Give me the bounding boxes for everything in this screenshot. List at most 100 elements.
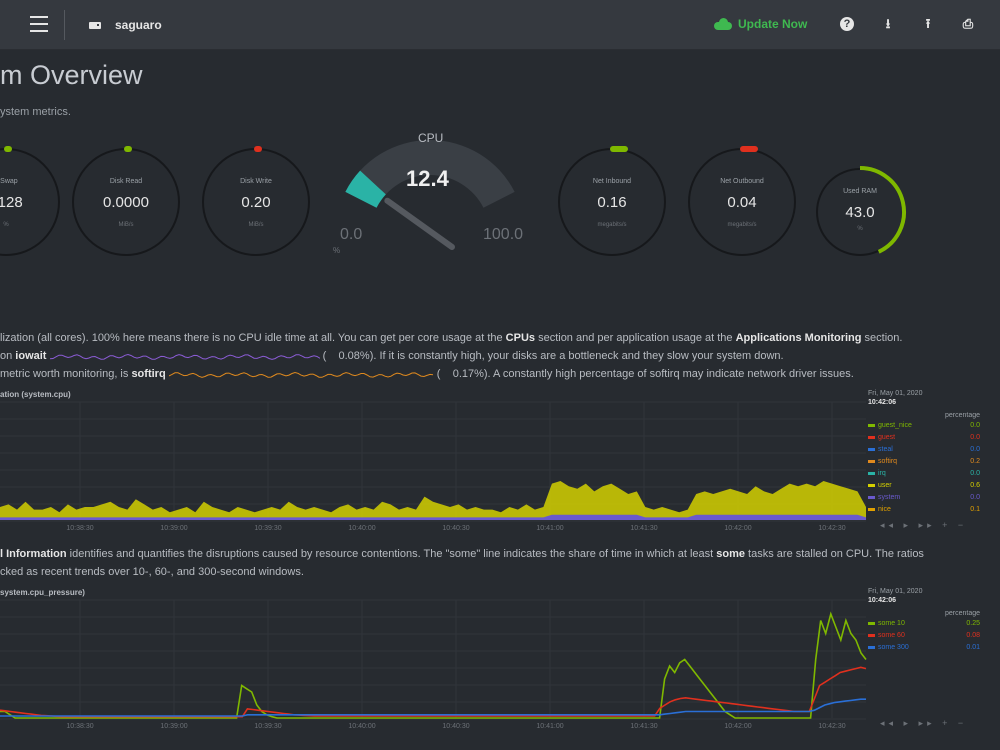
legend-date: Fri, May 01, 2020	[868, 390, 923, 397]
print-icon[interactable]: ⎙	[962, 16, 974, 31]
gauge-label: Net Inbound	[592, 178, 632, 185]
cpu-gauge-unit: %	[333, 246, 341, 255]
legend-name: some 60	[878, 631, 905, 639]
legend-item[interactable]: nice 0.1	[868, 503, 980, 515]
gauge-unit: megabits/s	[727, 222, 757, 228]
legend-name: some 300	[878, 643, 909, 651]
legend-value: 0.0	[970, 433, 980, 441]
x-tick-label: 10:39:00	[160, 723, 187, 730]
some-label: some	[716, 548, 745, 560]
gauge-value: 43.0	[845, 204, 875, 221]
legend-name: system	[878, 493, 901, 501]
pressure-chart-toolbox[interactable]: ◂◂ ▸ ▸▸ + −	[880, 718, 968, 728]
iowait-sparkline	[49, 354, 320, 361]
cpu-description-line3: metric worth monitoring, is softirq ( 0.…	[0, 368, 854, 380]
gauge-disk-write[interactable]: Disk Write 0.20 MiB/s	[202, 146, 310, 256]
series-some10-line	[0, 611, 867, 719]
legend-item[interactable]: guest_nice 0.0	[868, 419, 980, 431]
legend-swatch	[868, 507, 875, 511]
legend-units: percentage	[944, 412, 980, 419]
cpu-gauge-max: 100.0	[483, 226, 524, 243]
cpus-link[interactable]: CPUs	[505, 332, 536, 344]
series-user-area	[0, 481, 866, 520]
legend-item[interactable]: some 60 0.08	[868, 629, 980, 641]
legend-item[interactable]: some 10 0.25	[868, 617, 980, 629]
help-icon[interactable]: ?	[840, 17, 854, 31]
legend-item[interactable]: guest 0.0	[868, 431, 980, 443]
desc-text: lization (all cores). 100% here means th…	[0, 332, 506, 344]
gauge-swap[interactable]: e Swap 0128%	[0, 146, 60, 256]
x-tick-label: 10:41:30	[630, 525, 657, 532]
download-icon[interactable]: ⭳	[885, 16, 891, 31]
legend-item[interactable]: system 0.0	[868, 491, 980, 503]
page-subtitle: ystem metrics.	[0, 106, 71, 118]
gauge-label: Disk Read	[109, 178, 143, 185]
gauge-unit: %	[857, 226, 863, 232]
legend-swatch	[868, 483, 875, 487]
legend-time: 10:42:06	[868, 597, 897, 604]
legend-value: 0.1	[970, 505, 980, 513]
x-tick-label: 10:40:00	[348, 723, 375, 730]
legend-name: guest_nice	[878, 421, 912, 429]
cpu-chart-toolbox[interactable]: ◂◂ ▸ ▸▸ + −	[880, 520, 968, 530]
legend-value: 0.0	[970, 469, 980, 477]
gauge-label: Disk Write	[240, 178, 272, 185]
softirq-sparkline	[168, 372, 433, 378]
cpu-gauge[interactable]	[330, 135, 530, 255]
legend-value: 0.0	[970, 445, 980, 453]
x-tick-label: 10:39:00	[160, 525, 187, 532]
legend-value: 0.2	[970, 457, 980, 465]
iowait-label: iowait	[15, 350, 47, 362]
x-tick-label: 10:38:30	[66, 525, 93, 532]
gauge-value: 0.16	[597, 194, 627, 211]
cpu-gauge-needle	[384, 197, 455, 250]
update-now-label: Update Now	[738, 17, 808, 31]
x-tick-label: 10:42:00	[724, 723, 751, 730]
host-name[interactable]: saguaro	[115, 18, 162, 32]
x-tick-label: 10:38:30	[66, 723, 93, 730]
gauge-indicator	[254, 146, 262, 152]
legend-item[interactable]: irq 0.0	[868, 467, 980, 479]
upload-icon[interactable]: ⭱	[925, 16, 931, 31]
gauge-disk-read[interactable]: Disk Read 0.0000 MiB/s	[72, 146, 180, 256]
gauge-indicator	[4, 146, 12, 152]
pressure-chart[interactable]: 10:38:30 10:39:00 10:39:30 10:40:00 10:40:30…	[0, 598, 870, 733]
cpu-chart[interactable]: 10:38:30 10:39:00 10:39:30 10:40:00 10:40:30…	[0, 400, 870, 535]
gauge-unit: MiB/s	[248, 222, 264, 228]
x-tick-label: 10:40:00	[348, 525, 375, 532]
legend-units: percentage	[944, 610, 980, 617]
gauge-net-inbound[interactable]: Net Inbound 0.16 megabits/s	[558, 146, 666, 256]
gauge-value: 0.20	[241, 194, 271, 211]
x-tick-label: 10:41:00	[536, 525, 563, 532]
desc-text: (	[436, 368, 441, 380]
x-tick-label: 10:41:00	[536, 723, 563, 730]
legend-item[interactable]: softirq 0.2	[868, 455, 980, 467]
gauge-net-outbound[interactable]: Net Outbound 0.04 megabits/s	[688, 146, 796, 256]
x-tick-label: 10:41:30	[630, 723, 657, 730]
gauge-value: 0128	[0, 194, 23, 211]
legend-item[interactable]: some 300 0.01	[868, 641, 980, 653]
menu-icon[interactable]	[30, 16, 48, 32]
gauge-label: Net Outbound	[720, 178, 764, 185]
legend-name: some 10	[878, 619, 905, 627]
x-tick-label: 10:42:00	[724, 525, 751, 532]
pressure-chart-title: system.cpu_pressure)	[0, 588, 85, 597]
cpu-description-line2: on iowait ( 0.08%). If it is constantly …	[0, 350, 784, 362]
topbar-divider	[64, 10, 65, 40]
legend-value: 0.25	[966, 619, 980, 627]
applications-monitoring-link[interactable]: Applications Monitoring	[735, 332, 862, 344]
cloud-icon	[714, 18, 732, 30]
update-now-button[interactable]: Update Now	[714, 17, 807, 31]
legend-value: 0.0	[970, 493, 980, 501]
legend-name: user	[878, 481, 892, 489]
legend-swatch	[868, 633, 875, 637]
x-tick-label: 10:40:30	[442, 723, 469, 730]
legend-value: 0.0	[970, 421, 980, 429]
legend-item[interactable]: steal 0.0	[868, 443, 980, 455]
used-ram-arc	[859, 166, 906, 254]
gauge-unit: megabits/s	[597, 222, 627, 228]
legend-swatch	[868, 423, 875, 427]
iowait-value: 0.08%). If it is constantly high, your d…	[338, 350, 784, 362]
legend-item[interactable]: user 0.6	[868, 479, 980, 491]
x-tick-label: 10:40:30	[442, 525, 469, 532]
